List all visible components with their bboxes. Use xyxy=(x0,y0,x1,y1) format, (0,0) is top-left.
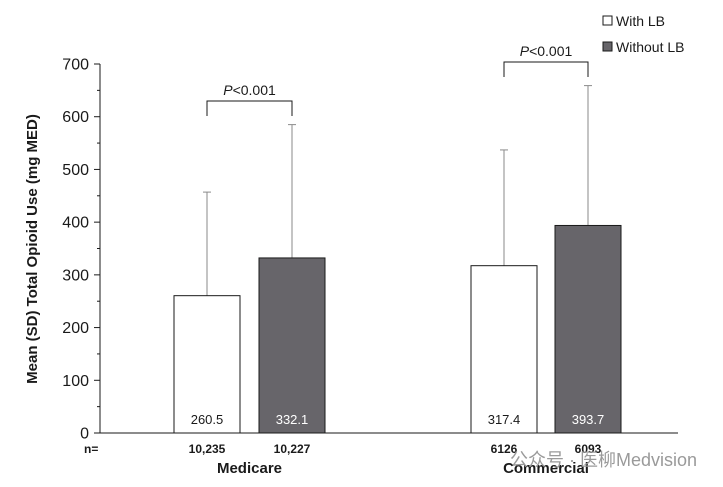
y-tick-label: 600 xyxy=(62,109,89,126)
error-bars xyxy=(203,85,592,296)
bar xyxy=(554,224,622,434)
y-ticks: 0 100 200 300 400 500 600 700 xyxy=(62,57,100,443)
n-value: 10,227 xyxy=(274,442,311,456)
bar xyxy=(173,295,241,434)
y-tick-label: 400 xyxy=(62,215,89,232)
legend: With LB Without LB xyxy=(602,13,684,55)
group-label: Medicare xyxy=(217,460,282,477)
data-label: 317.4 xyxy=(488,412,521,427)
y-tick-label: 200 xyxy=(62,320,89,337)
legend-label: With LB xyxy=(616,13,665,29)
n-label: n= xyxy=(84,442,98,456)
p-value-label: P<0.001 xyxy=(223,82,276,98)
group-label: Commercial xyxy=(503,460,589,477)
p-value-label: P<0.001 xyxy=(520,43,573,59)
legend-swatch xyxy=(602,15,613,26)
n-values: 10,235 10,227 6126 6093 xyxy=(189,442,602,456)
y-tick-label: 0 xyxy=(80,426,89,443)
watermark: 公众号 · 医柳Medvision xyxy=(510,450,697,470)
legend-swatch xyxy=(602,41,613,52)
n-value: 10,235 xyxy=(189,442,226,456)
significance-bracket xyxy=(503,61,589,77)
bars xyxy=(173,224,622,434)
bar xyxy=(470,265,538,434)
y-tick-label: 700 xyxy=(62,57,89,74)
data-label: 332.1 xyxy=(276,412,309,427)
significance-brackets: P<0.001 P<0.001 xyxy=(206,43,589,116)
y-tick-label: 100 xyxy=(62,373,89,390)
y-tick-label: 500 xyxy=(62,162,89,179)
data-label: 260.5 xyxy=(191,412,224,427)
group-labels: Medicare Commercial xyxy=(217,460,589,477)
data-label: 393.7 xyxy=(572,412,605,427)
y-tick-label: 300 xyxy=(62,267,89,284)
y-axis-title: Mean (SD) Total Opioid Use (mg MED) xyxy=(24,114,41,384)
bar xyxy=(258,257,326,434)
significance-bracket xyxy=(206,100,293,116)
y-axis: 0 100 200 300 400 500 600 700 Mean (SD) Total O… xyxy=(24,57,101,443)
n-value: 6093 xyxy=(575,442,602,456)
n-value: 6126 xyxy=(491,442,518,456)
data-labels: 260.5 332.1 317.4 393.7 xyxy=(191,412,605,427)
legend-label: Without LB xyxy=(616,39,684,55)
